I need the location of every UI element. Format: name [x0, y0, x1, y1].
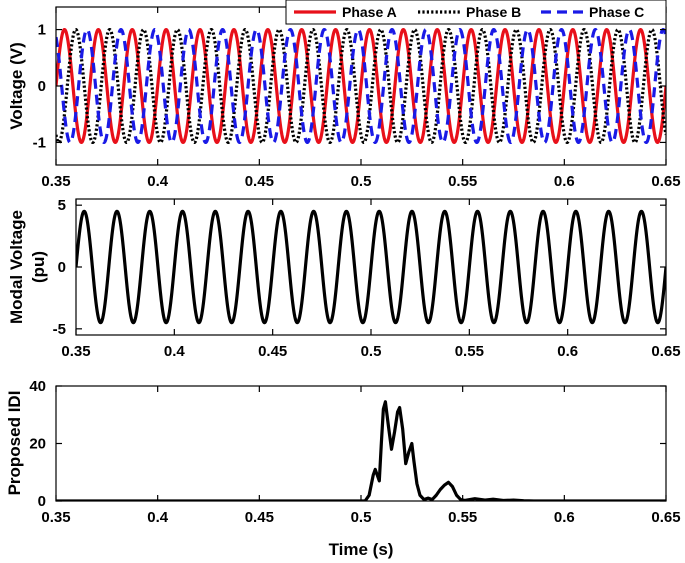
y-tick-label: -5: [53, 321, 66, 338]
y-ticks: 40 20 0: [29, 378, 666, 510]
legend: Phase A Phase B Phase C: [285, 0, 667, 25]
series-layer: [56, 400, 666, 501]
x-tick-label: 0.5: [351, 509, 372, 526]
x-ticks: 0.35 0.4 0.45 0.5 0.55 0.6 0.65: [61, 199, 681, 360]
x-tick-label: 0.55: [448, 173, 477, 190]
series-layer: [56, 27, 666, 145]
x-tick-label: 0.6: [554, 509, 575, 526]
legend-label: Phase A: [342, 4, 397, 20]
series-line: [56, 400, 666, 501]
panel-proposed-idi: 40 20 0 0.35 0.4 0.45 0.5 0.55 0.6 0.65 Proposed…: [5, 378, 681, 559]
y-axis-label: Proposed IDI: [5, 391, 24, 496]
x-tick-label: 0.35: [41, 509, 70, 526]
x-tick-label: 0.5: [351, 173, 372, 190]
y-axis-label: Voltage (V): [7, 42, 26, 130]
x-tick-label: 0.6: [554, 173, 575, 190]
x-tick-label: 0.45: [245, 173, 274, 190]
y-tick-label: 1: [38, 22, 46, 39]
x-tick-label: 0.4: [164, 343, 186, 360]
series-line: [76, 209, 666, 325]
panel-modal-voltage: 5 0 -5 0.35 0.4 0.45 0.5 0.55 0.6 0.65 Modal Vol…: [7, 197, 681, 360]
x-tick-label: 0.4: [147, 173, 169, 190]
x-tick-label: 0.4: [147, 509, 169, 526]
y-tick-label: 0: [58, 259, 66, 276]
panel-voltage: 1 0 -1 0.35 0.4 0.45 0.5 0.55 0.6 0.65 Voltage (…: [7, 0, 681, 190]
y-ticks: 1 0 -1: [33, 22, 666, 151]
x-tick-label: 0.35: [61, 343, 90, 360]
x-tick-label: 0.55: [448, 509, 477, 526]
y-axis-label-line1: Modal Voltage: [7, 210, 26, 324]
x-tick-label: 0.65: [651, 343, 680, 360]
y-tick-label: -1: [33, 134, 46, 151]
y-tick-label: 20: [29, 436, 46, 453]
series-line-phase-c: [56, 27, 666, 145]
x-tick-label: 0.5: [361, 343, 382, 360]
x-axis-label: Time (s): [329, 540, 394, 559]
series-layer: [76, 209, 666, 325]
legend-label: Phase C: [589, 4, 644, 20]
y-tick-label: 0: [38, 78, 46, 95]
legend-label: Phase B: [466, 4, 521, 20]
x-tick-label: 0.6: [557, 343, 578, 360]
series-line-phase-a: [56, 27, 666, 145]
x-tick-label: 0.35: [41, 173, 70, 190]
y-axis-label-line2: (pu): [29, 251, 48, 283]
legend-box: [285, 0, 667, 25]
y-tick-label: 5: [58, 197, 66, 214]
y-tick-label: 0: [38, 493, 46, 510]
x-tick-label: 0.45: [258, 343, 287, 360]
x-tick-label: 0.65: [651, 509, 680, 526]
x-tick-label: 0.65: [651, 173, 680, 190]
y-ticks: 5 0 -5: [53, 197, 666, 338]
y-tick-label: 40: [29, 378, 46, 395]
x-tick-label: 0.45: [245, 509, 274, 526]
plot-area: [56, 386, 666, 501]
x-tick-label: 0.55: [455, 343, 484, 360]
x-ticks: 0.35 0.4 0.45 0.5 0.55 0.6 0.65: [41, 7, 681, 190]
series-line-phase-b: [56, 27, 666, 145]
x-ticks: 0.35 0.4 0.45 0.5 0.55 0.6 0.65: [41, 386, 681, 526]
